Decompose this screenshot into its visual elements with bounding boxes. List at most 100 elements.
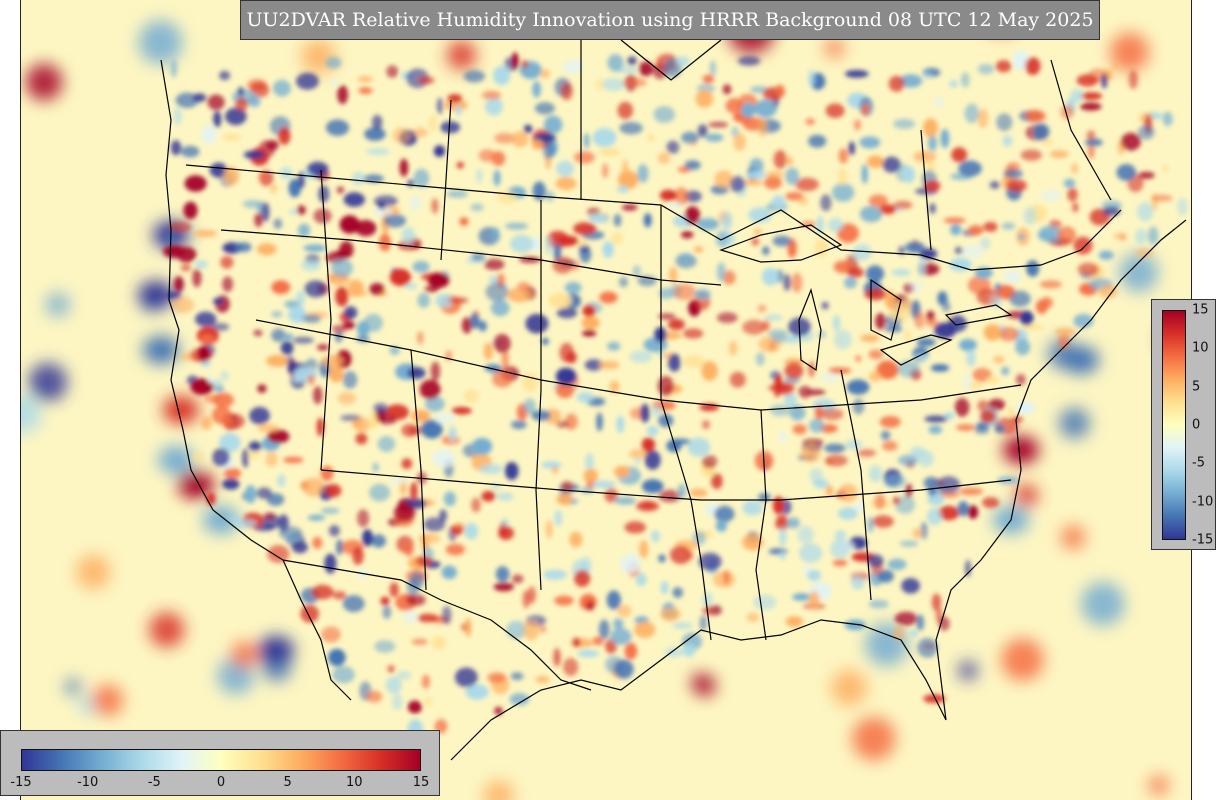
innovation-cell [511,52,519,69]
innovation-cell [492,227,500,243]
innovation-cell [355,432,368,445]
innovation-cell [860,334,880,342]
innovation-cell [569,531,583,548]
innovation-cell [511,420,527,430]
innovation-cell [927,493,945,506]
mexico-border [282,559,592,691]
innovation-cell [825,485,834,497]
innovation-cell [329,365,344,383]
innovation-cell [923,694,946,704]
innovation-cell [879,415,901,428]
innovation-cell [403,542,414,557]
innovation-cell [192,268,202,288]
great-lakes-erie [879,334,953,366]
ocean-innovation-blob [825,38,844,58]
innovation-cell [923,476,939,490]
innovation-cell [920,521,928,540]
innovation-cell [807,570,821,581]
innovation-cell [321,626,341,643]
innovation-cell [552,256,574,274]
coastal-innovation-blob [1063,346,1099,374]
innovation-cell [716,262,726,282]
innovation-cell [961,244,985,259]
innovation-cell [386,65,399,78]
innovation-cell [798,196,809,206]
innovation-cell [324,553,337,574]
innovation-cell [681,131,700,144]
innovation-cell [820,372,840,383]
great-lakes-ontario [944,304,1013,326]
innovation-cell [967,505,979,519]
innovation-cell [740,102,756,118]
innovation-cell [680,230,694,239]
innovation-cell [208,375,215,384]
innovation-cell [1019,310,1034,326]
innovation-cell [904,241,925,254]
innovation-cell [554,595,574,606]
ocean-observation-blobs [21,0,1191,800]
innovation-cell [212,392,234,408]
innovation-cell [994,423,1006,434]
innovation-cell [805,118,816,125]
innovation-cell [644,450,661,470]
innovation-cell [443,491,456,507]
innovation-cell [331,258,353,278]
innovation-cell [960,72,970,88]
innovation-cell [1033,123,1050,141]
innovation-cell [307,374,315,386]
innovation-cell [619,554,642,574]
innovation-cell [939,491,960,498]
innovation-cell [614,659,634,679]
innovation-cell [692,531,706,546]
innovation-cell [532,81,541,98]
innovation-cell [837,507,858,520]
innovation-cell [868,194,888,208]
innovation-cell [485,282,509,302]
ocean-innovation-blob [1119,253,1159,293]
innovation-cell [762,268,780,286]
innovation-cell [447,94,463,103]
innovation-cell [888,75,905,92]
innovation-cell [402,610,418,624]
innovation-cell [1072,202,1079,213]
innovation-cell [523,620,540,641]
hcolorbar-tick: -15 [10,775,32,790]
innovation-cell [722,270,736,285]
innovation-cell [785,616,804,627]
innovation-cell [784,362,804,380]
innovation-cell [296,290,306,307]
innovation-cell [194,260,208,269]
innovation-cell [854,119,861,131]
innovation-cell [602,241,614,258]
innovation-cell [564,281,582,294]
innovation-cell [542,141,555,160]
innovation-cell [949,80,958,88]
innovation-cell [582,329,597,337]
innovation-cell [332,666,355,684]
innovation-cell [847,267,864,278]
innovation-cell [392,693,403,711]
innovation-cell [379,233,391,252]
innovation-cell [266,493,285,506]
innovation-cell [265,354,289,367]
innovation-cell [371,114,383,131]
innovation-cell [714,505,735,523]
innovation-cell [543,569,568,580]
innovation-cell [733,133,746,151]
innovation-cell [574,569,591,587]
innovation-cell [334,330,343,343]
innovation-cell [868,599,889,609]
innovation-cell [401,458,413,470]
innovation-cell [212,448,230,467]
innovation-cell [779,550,786,560]
innovation-cell [785,167,800,185]
innovation-cell [695,89,714,108]
innovation-cell [213,385,225,392]
innovation-cell [832,559,848,567]
innovation-cell [424,285,440,293]
innovation-cell [417,613,439,623]
innovation-cell [701,455,718,469]
innovation-cell [266,140,279,151]
innovation-cell [471,253,486,261]
innovation-cell [223,166,240,186]
